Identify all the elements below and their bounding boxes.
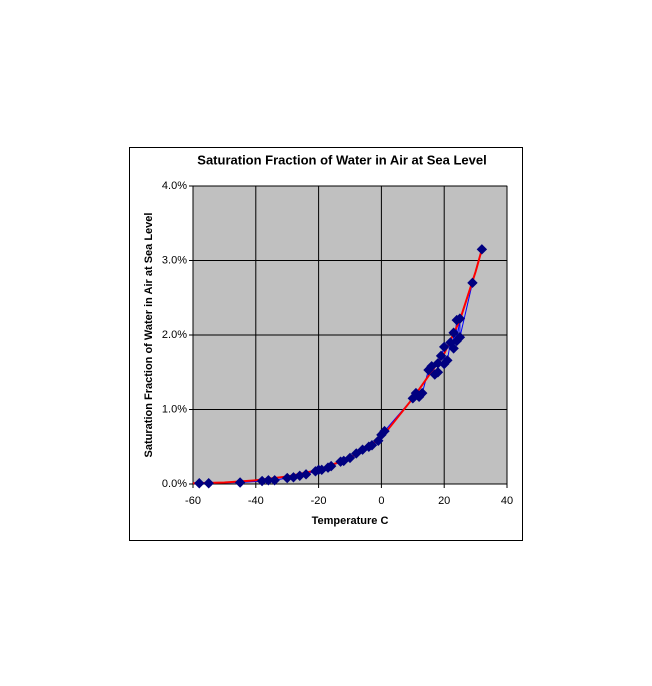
data-point bbox=[432, 358, 444, 369]
x-tick-label: -60 bbox=[185, 495, 201, 507]
x-tick-label: 40 bbox=[501, 495, 513, 507]
x-tick-label: 0 bbox=[378, 495, 384, 507]
data-point bbox=[300, 469, 312, 480]
data-point bbox=[438, 341, 450, 353]
data-point bbox=[448, 343, 459, 354]
x-tick-label: -40 bbox=[248, 495, 264, 507]
data-point bbox=[269, 475, 280, 486]
y-tick-label: 0.0% bbox=[162, 478, 187, 490]
data-point bbox=[467, 277, 478, 289]
data-point bbox=[366, 440, 378, 451]
data-point bbox=[476, 244, 488, 255]
data-point bbox=[351, 448, 362, 459]
x-tick-label: -20 bbox=[311, 495, 327, 507]
x-axis-title: Temperature C bbox=[312, 515, 389, 527]
data-point bbox=[344, 452, 356, 464]
x-tick-label: 20 bbox=[438, 495, 450, 507]
chart-title: Saturation Fraction of Water in Air at S… bbox=[197, 152, 486, 167]
data-point bbox=[432, 367, 444, 378]
data-point bbox=[454, 313, 466, 324]
data-point bbox=[194, 478, 205, 489]
y-tick-label: 1.0% bbox=[162, 403, 187, 415]
data-point bbox=[435, 350, 447, 362]
data-point bbox=[448, 327, 459, 338]
data-point bbox=[442, 355, 453, 366]
data-point bbox=[234, 477, 246, 488]
data-point bbox=[454, 332, 466, 343]
data-point bbox=[417, 387, 428, 399]
y-tick-label: 3.0% bbox=[162, 254, 187, 266]
data-point bbox=[325, 460, 337, 472]
y-tick-label: 4.0% bbox=[162, 180, 187, 192]
y-tick-label: 2.0% bbox=[162, 329, 187, 341]
data-point bbox=[379, 425, 390, 437]
y-axis-title: Saturation Fraction of Water in Air at S… bbox=[143, 213, 155, 458]
data-point bbox=[203, 478, 214, 489]
